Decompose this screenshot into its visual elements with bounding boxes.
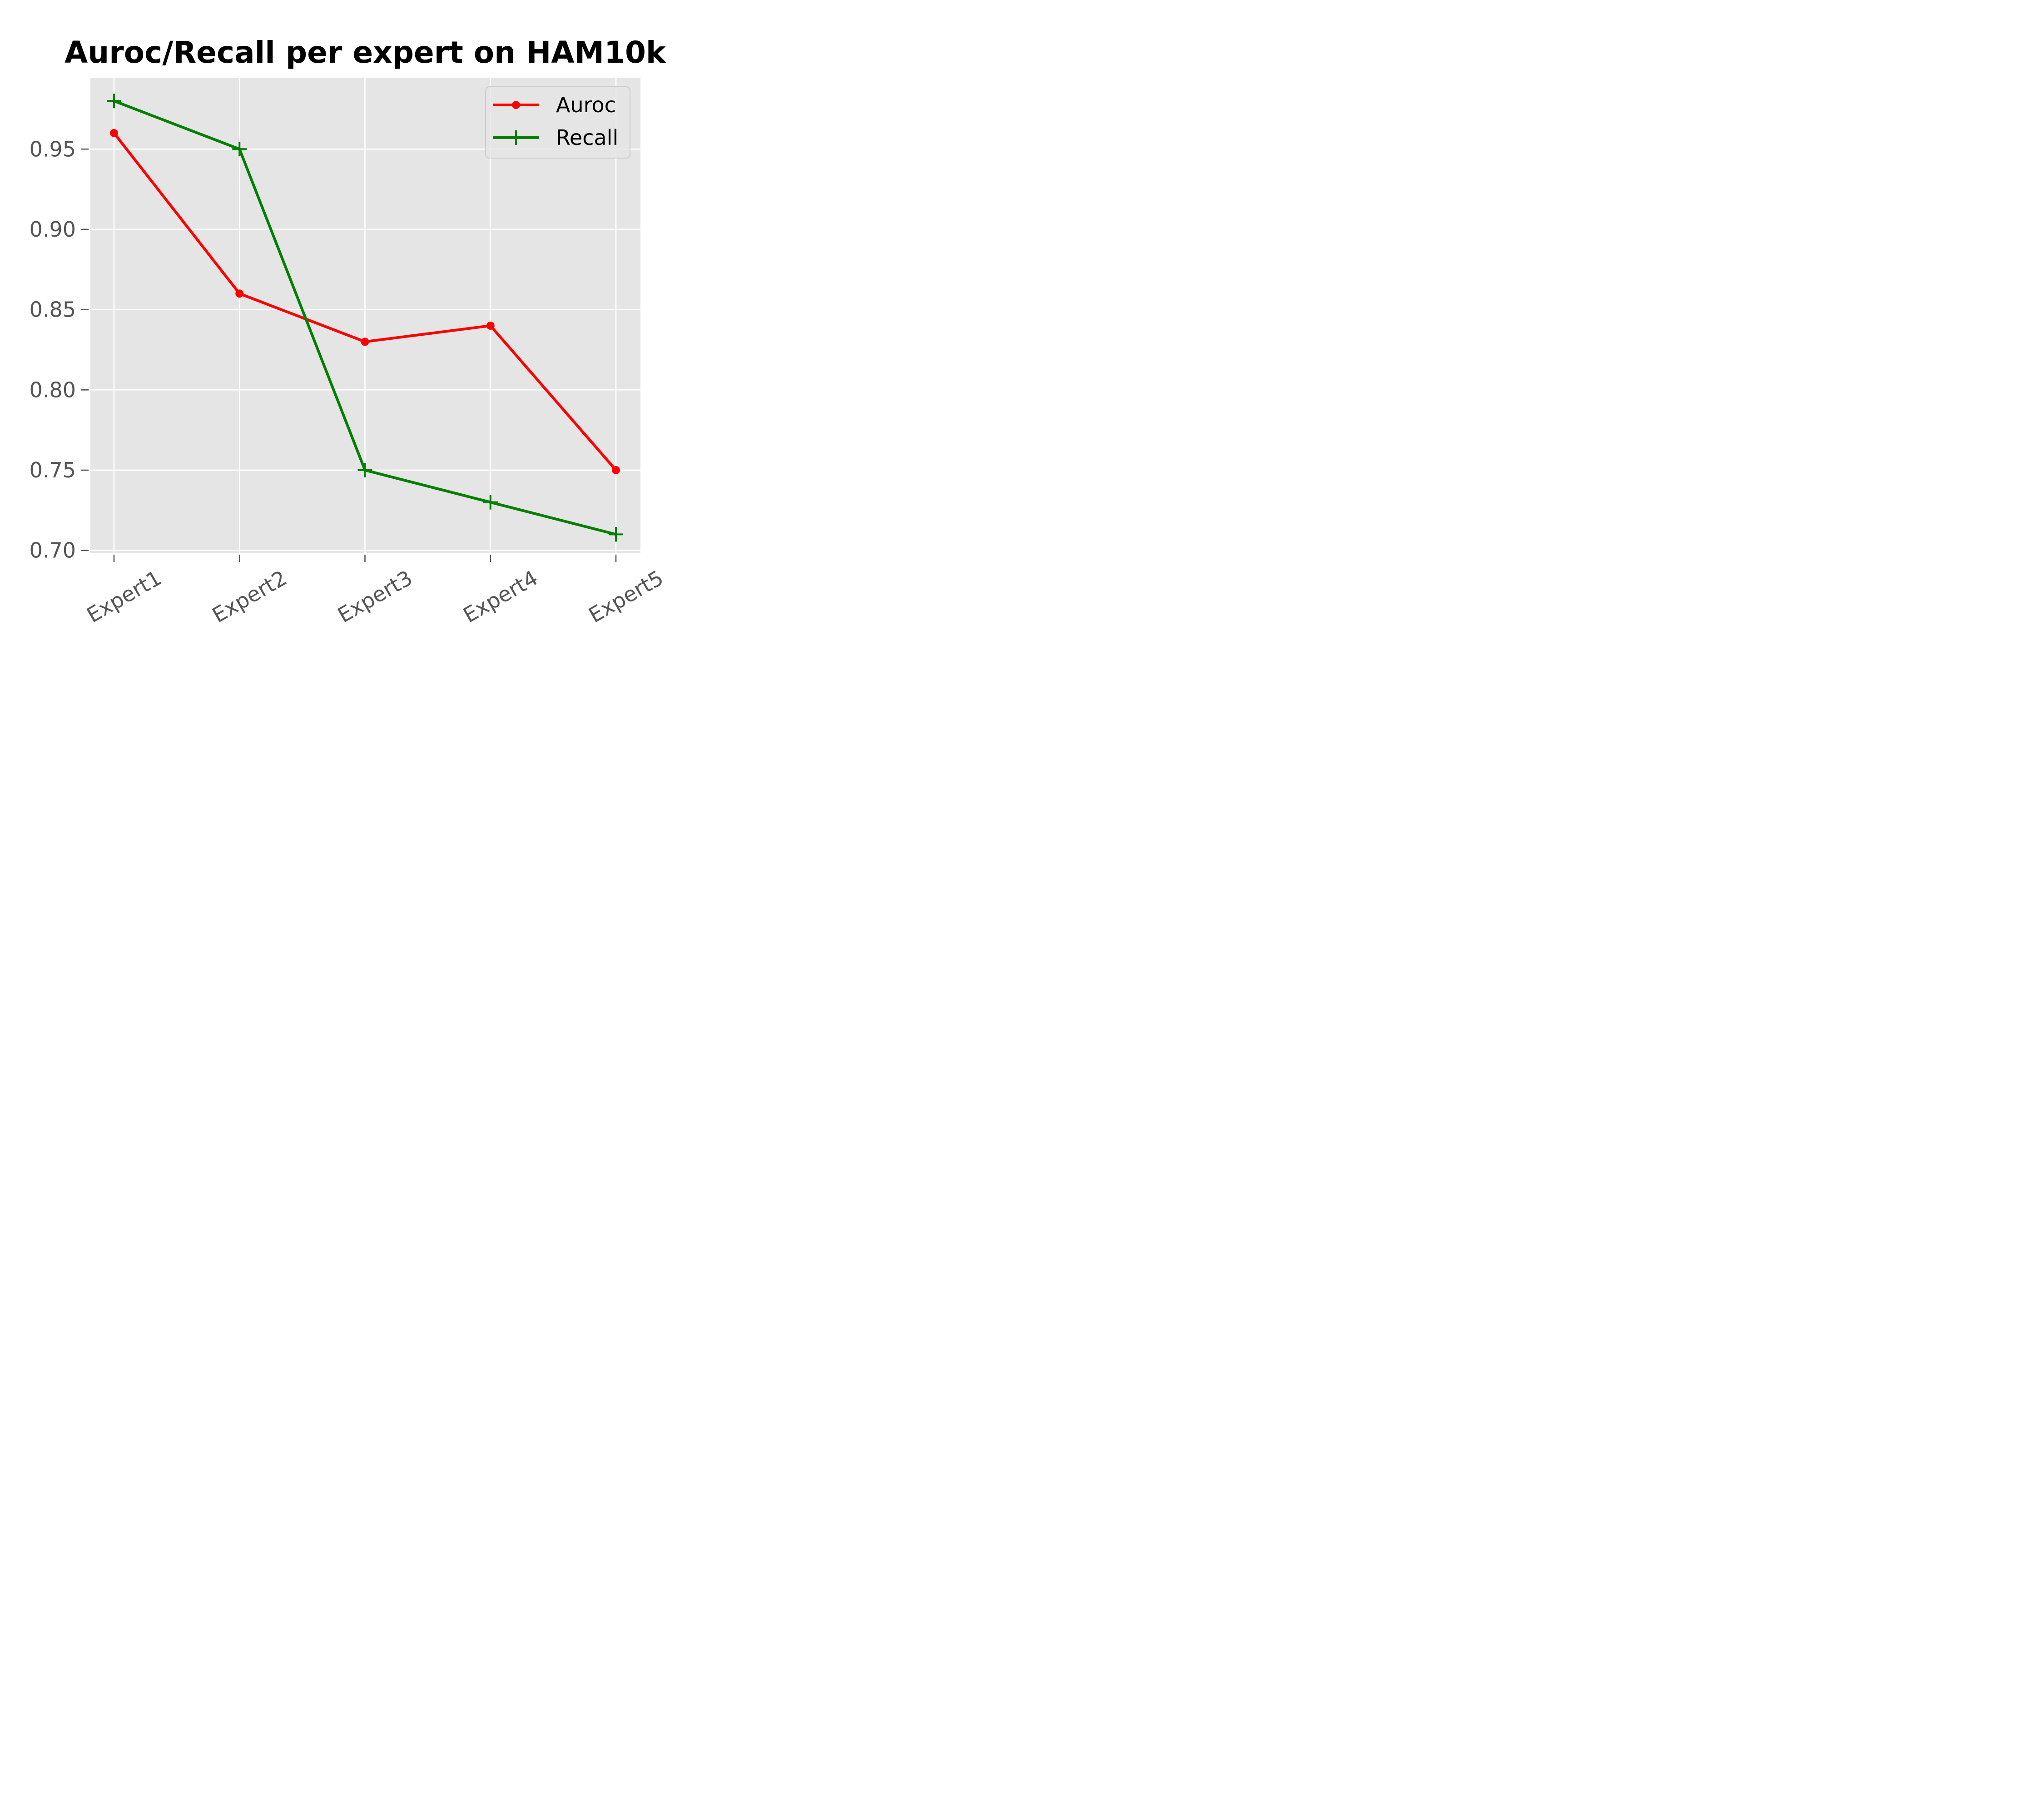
chart-title: Auroc/Recall per expert on HAM10k — [64, 35, 667, 70]
y-tick-label: 0.70 — [30, 538, 76, 563]
data-point-recall — [609, 527, 623, 542]
legend-label: Auroc — [556, 93, 616, 117]
legend-item-auroc: Auroc — [493, 93, 616, 117]
data-point-auroc — [361, 338, 369, 346]
data-point-auroc — [110, 129, 118, 137]
series-recall — [107, 94, 623, 542]
legend-label: Recall — [556, 125, 618, 150]
legend-item-recall: Recall — [493, 125, 618, 150]
data-point-auroc — [612, 466, 620, 475]
legend: Auroc Recall — [485, 86, 630, 159]
y-tick-label: 0.75 — [30, 458, 76, 482]
y-tick-label: 0.90 — [30, 217, 76, 242]
data-point-recall — [107, 94, 121, 109]
legend-marker — [512, 101, 520, 109]
data-point-recall — [357, 463, 372, 478]
chart-figure: Expert1 Expert2 Expert3 Expert4 Expert5 0.70 0… — [0, 0, 712, 633]
y-tick-label: 0.95 — [30, 137, 76, 161]
line-chart: Expert1 Expert2 Expert3 Expert4 Expert50.700… — [0, 0, 712, 633]
y-tick-label: 0.80 — [30, 377, 76, 402]
series-layer — [107, 94, 623, 542]
data-point-auroc — [235, 289, 244, 298]
series-auroc — [110, 129, 620, 475]
data-point-recall — [483, 495, 498, 510]
y-tick-label: 0.85 — [30, 298, 76, 322]
data-point-auroc — [486, 321, 495, 330]
data-point-recall — [232, 142, 247, 157]
